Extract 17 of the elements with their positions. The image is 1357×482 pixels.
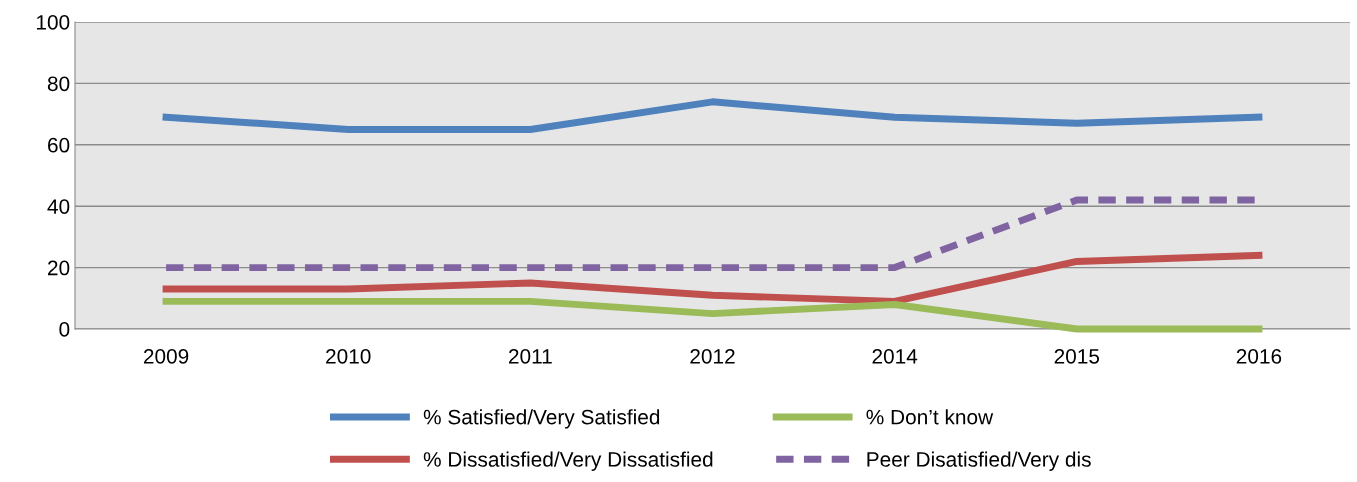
y-tick-label: 100 [36,15,70,30]
legend-label: % Don’t know [866,409,994,425]
x-tick-label: 2015 [1054,348,1100,364]
y-tick-label: 60 [48,137,70,153]
x-tick-label: 2014 [872,348,918,364]
y-tick-label: 0 [59,322,70,337]
x-tick-label: 2010 [326,348,371,364]
legend-label: % Satisfied/Very Satisfied [423,409,660,429]
y-tick-label: 20 [48,260,70,276]
x-tick-label: 2016 [1236,348,1282,364]
x-tick-label: 2011 [509,348,552,364]
x-tick-label: 2012 [690,348,735,364]
legend-label: Peer Disatisfied/Very dis [867,451,1091,471]
x-tick-label: 2009 [143,348,189,364]
y-tick-label: 40 [47,199,70,214]
legend-label: % Dissatisfied/Very Dissatisfied [423,451,713,471]
y-tick-label: 80 [47,76,70,92]
